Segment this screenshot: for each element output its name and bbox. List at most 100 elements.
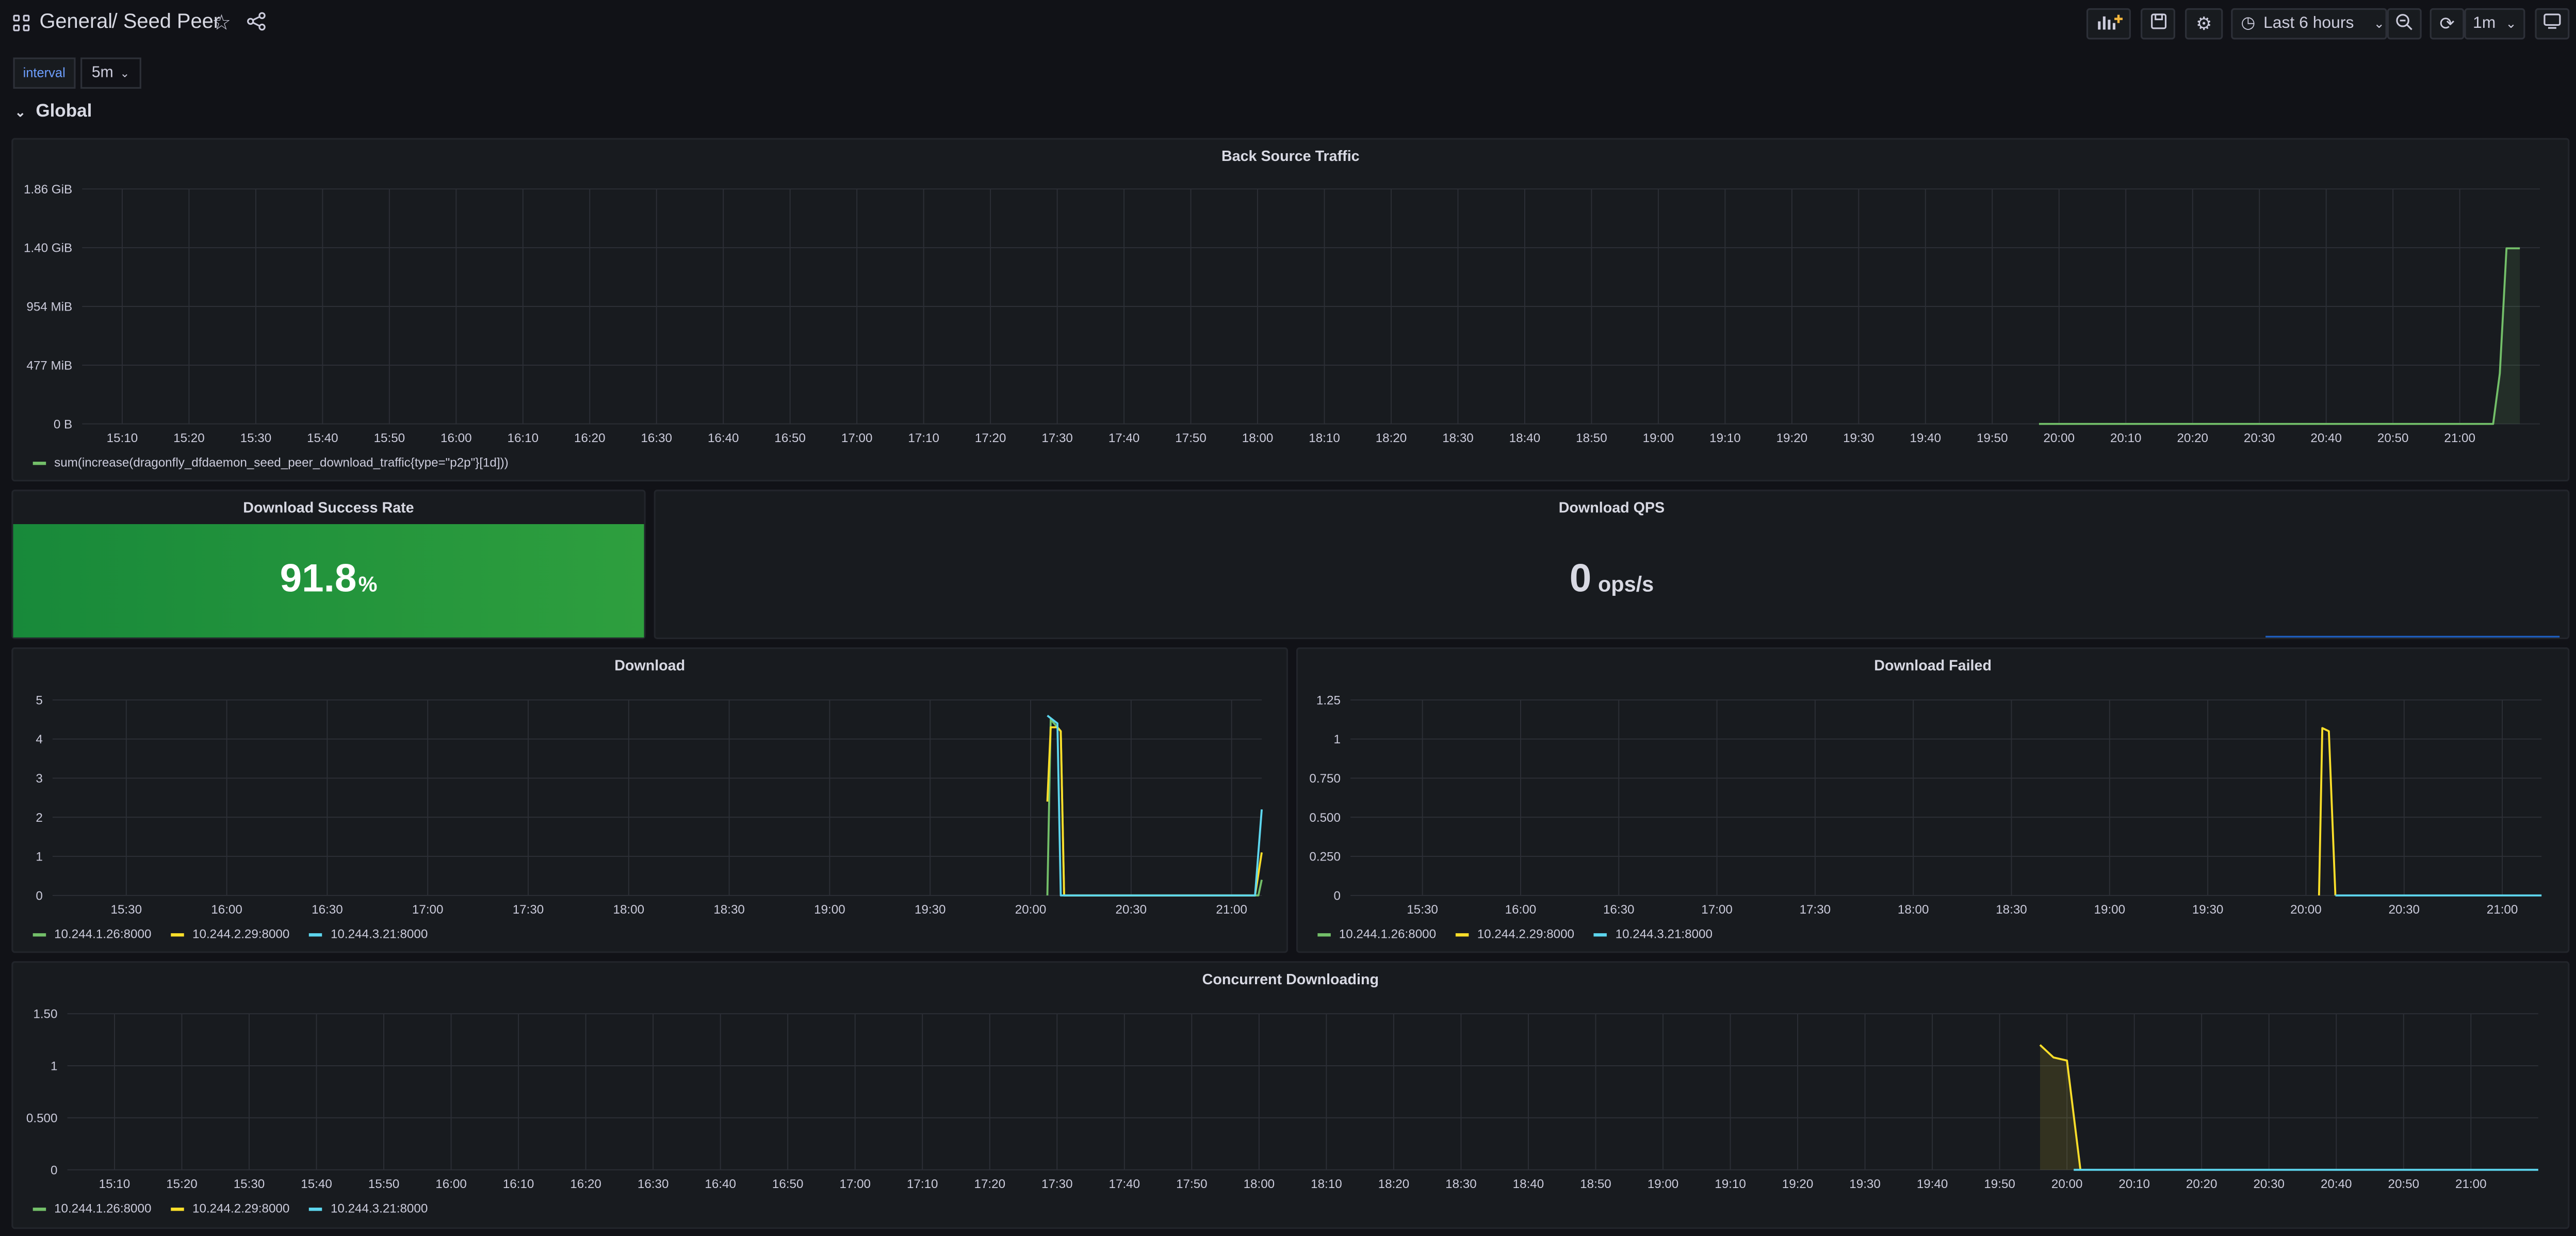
row-header-global[interactable]: ⌄ Global [15,102,92,121]
panel-title[interactable]: Back Source Traffic [1221,148,1360,165]
legend-item[interactable]: sum(increase(dragonfly_dfdaemon_seed_pee… [32,455,509,470]
legend-swatch [1456,933,1469,937]
y-tick-label: 0 B [54,417,72,431]
legend-item[interactable]: 10.244.2.29:8000 [171,926,290,942]
stat-value-container: 0 ops/s [656,557,2568,603]
legend-item[interactable]: 10.244.1.26:8000 [32,926,152,942]
x-tick-label: 20:40 [2321,1177,2352,1191]
x-tick-label: 16:00 [435,1177,467,1191]
chart-legend: 10.244.1.26:8000 10.244.2.29:8000 10.244.3… [1317,926,1713,941]
stat-value: 91.8 [280,557,357,601]
x-tick-label: 19:30 [1849,1177,1881,1191]
x-tick-label: 16:30 [641,431,672,445]
x-tick-label: 19:30 [1843,431,1874,445]
panel-title[interactable]: Download Failed [1874,657,1992,674]
star-icon[interactable]: ☆ [211,10,231,35]
x-tick-label: 20:00 [2051,1177,2083,1191]
x-tick-label: 18:20 [1378,1177,1410,1191]
legend-swatch [309,933,323,937]
zoom-out-button[interactable] [2387,8,2422,40]
panel-concurrent-downloading: Concurrent Downloading 0 0.500 1 1.50 15:10 1… [11,961,2570,1229]
panel-title[interactable]: Concurrent Downloading [1202,971,1379,988]
legend-swatch [32,933,46,937]
legend-item[interactable]: 10.244.2.29:8000 [1456,926,1574,941]
y-tick-label: 2 [36,811,42,825]
panel-title[interactable]: Download Success Rate [243,499,414,516]
panel-title[interactable]: Download QPS [1558,499,1665,516]
legend-label: 10.244.1.26:8000 [54,926,152,942]
x-tick-label: 20:10 [2118,1177,2150,1191]
legend-item[interactable]: 10.244.3.21:8000 [309,926,428,941]
breadcrumb-folder[interactable]: General [39,10,113,33]
x-tick-label: 18:50 [1580,1177,1611,1191]
apps-icon[interactable] [13,14,30,31]
x-tick-label: 17:30 [1800,903,1831,917]
x-tick-label: 18:00 [1242,431,1274,445]
legend-label: 10.244.1.26:8000 [54,1201,152,1216]
legend-item[interactable]: 10.244.3.21:8000 [309,1201,428,1216]
x-tick-label: 17:50 [1175,431,1207,445]
panel-download-qps: Download QPS 0 ops/s [654,490,2570,639]
refresh-button[interactable]: ⟳ [2430,8,2465,40]
share-icon[interactable] [247,11,266,36]
legend-item[interactable]: 10.244.2.29:8000 [171,1201,289,1216]
time-picker-button[interactable]: ◷ Last 6 hours ⌄ [2231,8,2387,40]
variables-bar: interval 5m ⌄ [13,57,141,89]
x-tick-label: 20:00 [2044,431,2075,445]
x-tick-label: 16:30 [312,903,343,917]
x-tick-label: 17:00 [839,1177,871,1191]
x-tick-label: 19:00 [2094,903,2126,917]
y-tick-label: 1.86 GiB [24,183,72,197]
legend-item[interactable]: 10.244.1.26:8000 [1317,926,1436,941]
x-tick-label: 17:30 [1041,431,1073,445]
x-tick-label: 18:00 [1898,903,1929,917]
x-tick-label: 19:50 [1977,431,2008,445]
x-tick-label: 15:20 [173,431,205,445]
legend-item[interactable]: 10.244.3.21:8000 [1594,926,1713,941]
x-tick-label: 21:00 [2444,431,2475,445]
x-tick-label: 16:10 [503,1177,534,1191]
legend-label: 10.244.1.26:8000 [1339,926,1437,942]
y-tick-label: 0.250 [1309,850,1341,864]
refresh-interval-picker[interactable]: 1m ⌄ [2464,8,2525,40]
chevron-down-icon: ⌄ [120,68,130,80]
panel-title[interactable]: Download [614,657,686,674]
download-chart: 0 1 2 3 4 5 15:30 16:00 16:30 17:00 17:30 18:00 18:3… [36,693,1263,917]
x-tick-label: 18:40 [1513,1177,1544,1191]
tv-mode-icon [2543,13,2561,34]
y-tick-label: 1 [1334,733,1341,746]
x-tick-label: 17:30 [513,903,544,917]
chevron-down-icon: ⌄ [2373,16,2385,31]
save-icon [2150,13,2166,34]
x-tick-label: 19:50 [1984,1177,2015,1191]
x-tick-label: 16:30 [638,1177,669,1191]
stat-value: 0 [1569,557,1592,601]
series-line [2039,1044,2082,1170]
chevron-down-icon: ⌄ [2505,16,2517,31]
tv-mode-button[interactable] [2535,8,2570,40]
sparkline [2265,636,2560,638]
x-tick-label: 20:30 [2253,1177,2285,1191]
y-tick-label: 954 MiB [26,300,72,314]
legend-label: 10.244.3.21:8000 [1615,926,1713,942]
x-tick-label: 17:40 [1109,1177,1140,1191]
legend-label: 10.244.2.29:8000 [192,926,290,942]
x-tick-label: 21:00 [1216,903,1247,917]
legend-label: sum(increase(dragonfly_dfdaemon_seed_pee… [54,455,509,470]
y-tick-label: 4 [36,733,42,746]
save-dashboard-button[interactable] [2141,8,2175,40]
x-tick-label: 18:30 [1445,1177,1477,1191]
x-tick-label: 18:10 [1309,431,1340,445]
chevron-down-icon: ⌄ [14,105,26,120]
x-tick-label: 18:50 [1576,431,1607,445]
dashboard-settings-button[interactable]: ⚙ [2185,8,2223,40]
legend-item[interactable]: 10.244.1.26:8000 [32,1201,152,1216]
variable-select-interval[interactable]: 5m ⌄ [80,57,141,89]
x-tick-label: 17:40 [1108,431,1140,445]
add-panel-button[interactable] [2086,8,2131,40]
dashboard-title[interactable]: Seed Peer [123,10,221,33]
clock-icon: ◷ [2241,14,2256,33]
x-tick-label: 17:00 [841,431,873,445]
x-tick-label: 16:50 [774,431,806,445]
y-tick-label: 1.50 [33,1007,57,1021]
